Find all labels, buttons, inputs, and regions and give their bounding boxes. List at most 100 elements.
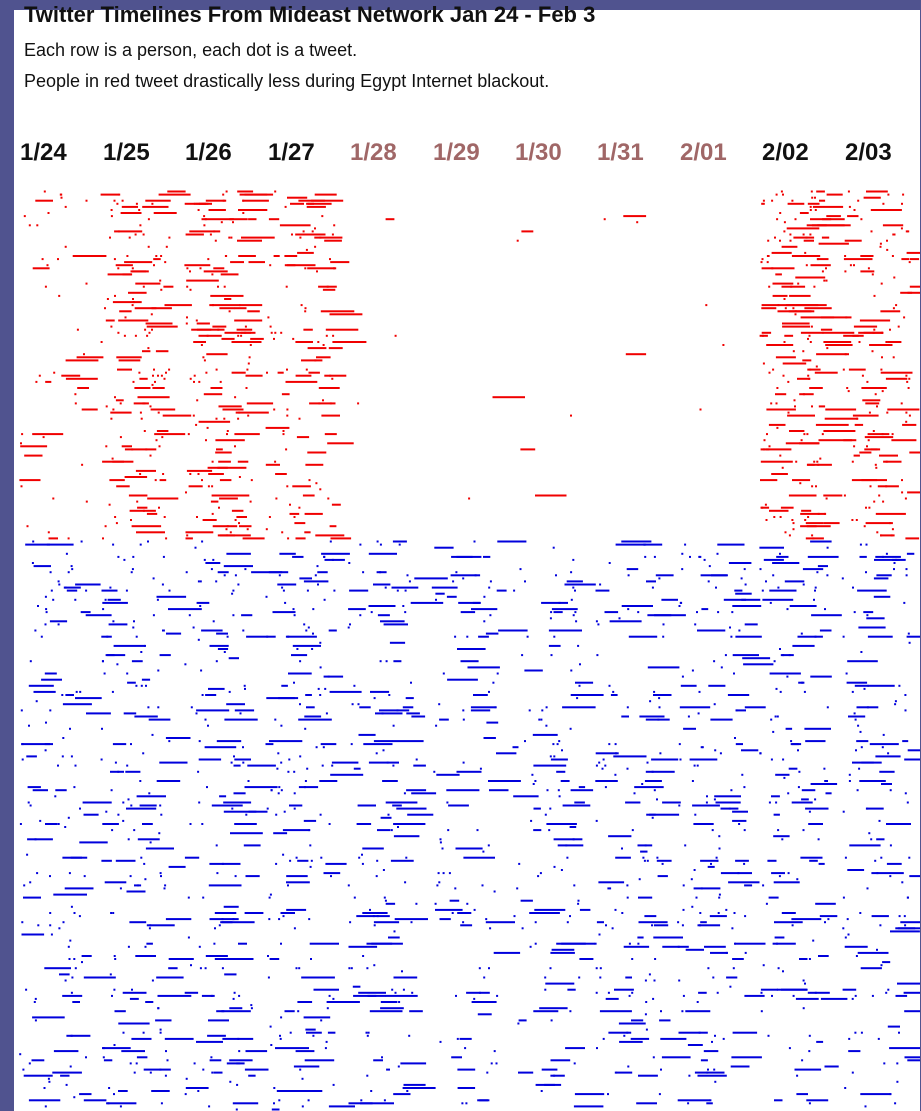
tweet-dot	[626, 767, 629, 770]
tweet-dot	[783, 341, 786, 343]
tweet-dot	[779, 690, 782, 693]
tweet-dot	[875, 755, 901, 758]
tweet-dot	[224, 973, 237, 976]
tweet-dot	[810, 190, 813, 193]
tweet-dot	[598, 881, 625, 884]
tweet-dot	[209, 644, 229, 647]
tweet-dot	[630, 1037, 650, 1040]
tweet-dot	[109, 973, 112, 976]
tweet-dot	[544, 976, 547, 979]
tweet-dot	[375, 712, 403, 715]
tweet-dot	[572, 614, 575, 617]
tweet-dot	[301, 1105, 304, 1108]
tweet-dot	[250, 1007, 253, 1010]
tweet-dot	[827, 918, 830, 921]
tweet-dot	[468, 497, 471, 500]
tweet-dot	[157, 669, 160, 672]
tweet-dot	[852, 414, 879, 417]
tweet-dot	[865, 571, 867, 574]
tweet-dot	[305, 1028, 316, 1031]
tweet-dot	[803, 239, 814, 242]
tweet-dot	[697, 924, 721, 927]
tweet-dot	[706, 1071, 709, 1074]
tweet-dot	[904, 1010, 920, 1013]
tweet-dot	[275, 473, 287, 475]
tweet-dot	[773, 813, 780, 816]
tweet-dot	[118, 1090, 128, 1092]
tweet-dot	[856, 417, 859, 420]
tweet-dot	[66, 589, 78, 592]
tweet-dot	[319, 780, 338, 782]
tweet-dot	[889, 522, 892, 525]
tweet-dot	[907, 230, 910, 233]
tweet-dot	[357, 703, 360, 706]
tweet-dot	[905, 568, 908, 571]
tweet-dot	[276, 1090, 310, 1092]
tweet-dot	[31, 1059, 45, 1062]
tweet-dot	[393, 1093, 411, 1096]
tweet-dot	[207, 258, 210, 261]
tweet-dot	[874, 393, 877, 396]
date-label-2-01: 2/01	[680, 139, 727, 166]
tweet-dot	[328, 823, 331, 825]
tweet-dot	[216, 740, 242, 743]
tweet-dot	[402, 605, 405, 607]
tweet-dot	[793, 399, 796, 402]
tweet-dot	[844, 270, 847, 273]
tweet-dot	[121, 1050, 145, 1053]
tweet-dot	[287, 884, 289, 887]
tweet-dot	[398, 543, 401, 546]
tweet-dot	[388, 694, 391, 696]
tweet-dot	[216, 1010, 225, 1013]
tweet-dot	[460, 648, 484, 650]
tweet-dot	[894, 700, 897, 703]
tweet-dot	[242, 746, 244, 749]
tweet-dot	[151, 979, 154, 982]
tweet-dot	[847, 390, 850, 393]
tweet-dot	[215, 660, 218, 663]
tweet-dot	[278, 1099, 281, 1102]
tweet-dot	[447, 678, 478, 681]
tweet-dot	[866, 887, 869, 890]
tweet-dot	[657, 875, 668, 878]
tweet-dot	[791, 918, 822, 921]
tweet-dot	[615, 1071, 633, 1074]
tweet-dot	[775, 402, 778, 405]
tweet-dot	[43, 1087, 46, 1089]
tweet-dot	[199, 580, 202, 583]
tweet-dot	[653, 979, 656, 982]
tweet-dot	[660, 1037, 687, 1040]
tweet-dot	[893, 276, 896, 279]
tweet-dot	[149, 405, 152, 408]
tweet-dot	[760, 988, 778, 991]
tweet-dot	[149, 1071, 152, 1074]
tweet-dot	[777, 829, 780, 832]
tweet-dot	[874, 859, 877, 862]
tweet-dot	[224, 331, 256, 334]
tweet-dot	[210, 294, 244, 297]
tweet-dot	[768, 285, 771, 288]
tweet-dot	[286, 485, 289, 488]
tweet-dot	[768, 371, 771, 374]
tweet-dot	[442, 872, 445, 875]
tweet-dot	[797, 282, 800, 285]
tweet-dot	[720, 807, 739, 810]
tweet-dot	[555, 574, 557, 577]
tweet-dot	[848, 773, 851, 776]
tweet-dot	[857, 951, 889, 954]
tweet-dot	[809, 205, 812, 208]
tweet-dot	[125, 589, 128, 592]
tweet-dot	[824, 417, 859, 420]
tweet-dot	[208, 209, 226, 211]
tweet-dot	[677, 921, 680, 924]
tweet-dot	[802, 350, 805, 353]
tweet-dot	[574, 801, 585, 804]
tweet-dot	[116, 356, 142, 359]
tweet-dot	[761, 589, 764, 592]
tweet-dot	[779, 239, 781, 242]
tweet-dot	[770, 718, 773, 721]
tweet-dot	[229, 1059, 253, 1062]
tweet-dot	[148, 718, 171, 721]
tweet-dot	[284, 205, 287, 208]
tweet-dot	[805, 740, 826, 743]
